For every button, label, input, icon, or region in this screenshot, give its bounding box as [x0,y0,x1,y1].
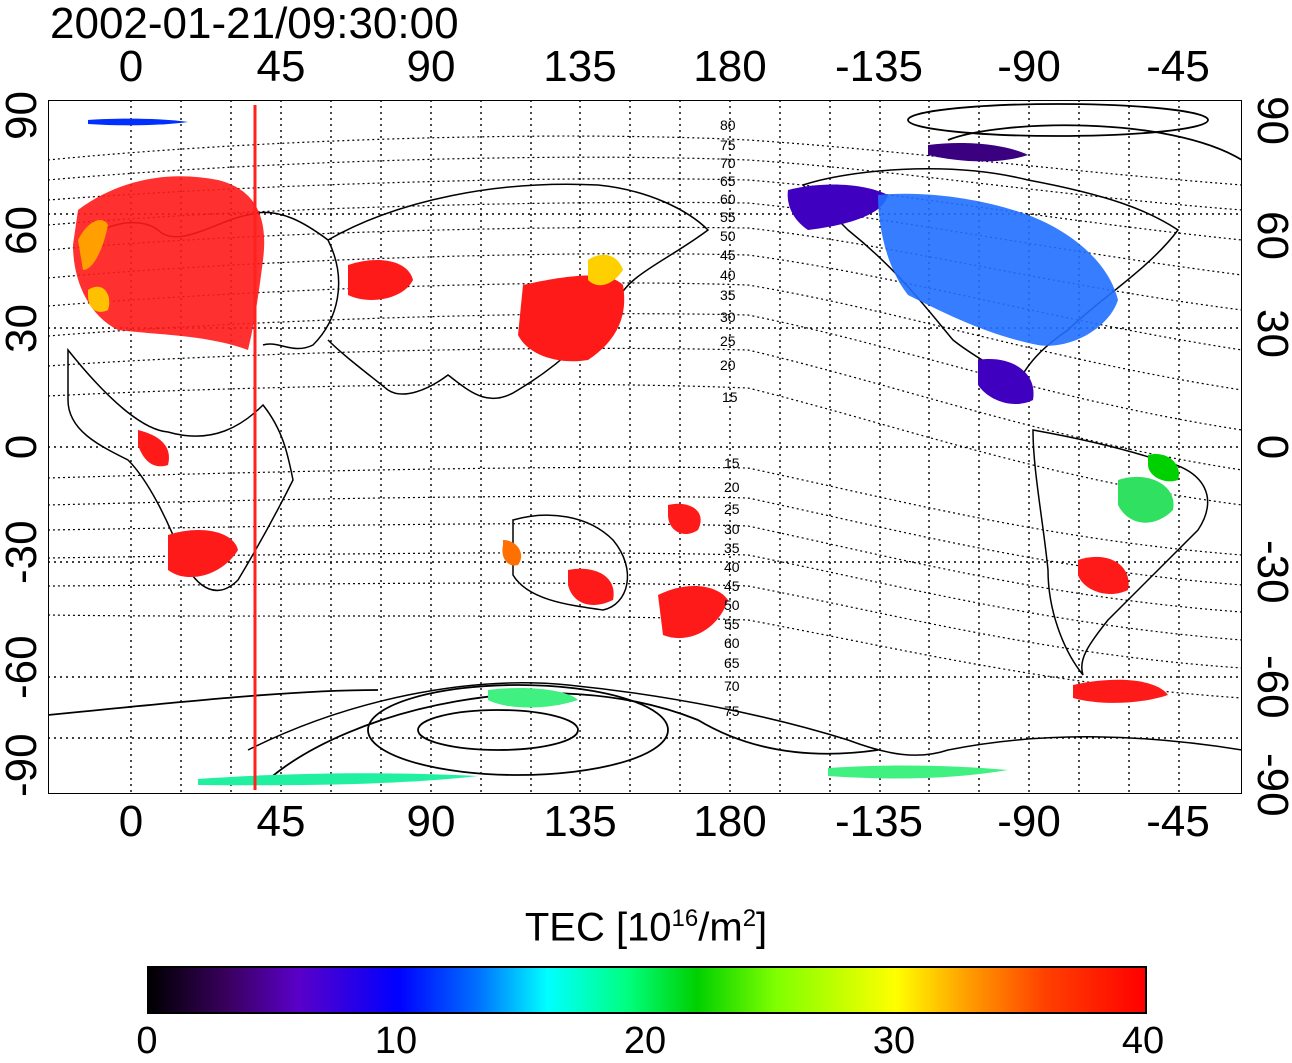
lon-label-bottom: 90 [406,797,456,846]
colorbar-tick: 30 [872,1020,916,1062]
contour-label: 65 [720,173,736,189]
contour-label: 55 [724,616,740,632]
lat-label-left: -90 [0,733,46,797]
contour-label: 35 [724,540,740,556]
contour-label: 75 [724,703,740,719]
contour-label: 55 [720,209,736,225]
lat-label-right: 60 [1248,211,1292,260]
timestamp: 2002-01-21/09:30:00 [50,0,459,48]
lat-label-right: -60 [1248,655,1292,719]
lon-label-top: 0 [118,42,144,91]
colorbar-tick: 20 [623,1020,667,1062]
lon-label-bottom: 45 [256,797,306,846]
lon-label-top: 180 [693,42,767,91]
contour-label: 65 [724,655,740,671]
lon-label-top: 135 [543,42,617,91]
contour-label: 60 [724,635,740,651]
contour-label: 60 [720,191,736,207]
tec-world-map: 80 75 70 65 60 55 50 45 40 35 30 25 20 1… [48,100,1242,794]
contour-label: 40 [720,267,736,283]
contour-label: 45 [720,247,736,263]
lon-label-bottom: 0 [118,797,144,846]
lat-label-right: -90 [1248,753,1292,817]
contour-label: 30 [724,521,740,537]
contour-label: 50 [720,228,736,244]
contour-label: 25 [724,501,740,517]
contour-label: 45 [724,578,740,594]
contour-label: 20 [724,479,740,495]
contour-label: 25 [720,333,736,349]
contour-label: 40 [724,559,740,575]
contour-label: 70 [724,678,740,694]
lat-label-left: -60 [0,635,46,699]
lat-label-left: -30 [0,520,46,584]
lat-label-left: 60 [0,206,46,255]
lon-label-bottom: -90 [997,797,1061,846]
lon-label-top: -45 [1146,42,1210,91]
lon-label-bottom: 180 [693,797,767,846]
lon-label-top: 45 [256,42,306,91]
colorbar-tick: 40 [1121,1020,1165,1062]
lon-label-top: -90 [997,42,1061,91]
lat-label-right: 0 [1247,425,1292,469]
contour-label: 20 [720,357,736,373]
polar-contours [48,103,1242,781]
colorbar-title: TEC [1016/m2] [524,905,768,950]
lat-label-right: -30 [1248,540,1292,604]
lon-label-bottom: 135 [543,797,617,846]
contour-label: 15 [724,455,740,471]
contour-label: 35 [720,287,736,303]
lat-label-right: 30 [1248,309,1292,358]
lat-label-right: 90 [1248,96,1292,145]
contour-label: 30 [720,309,736,325]
tec-colorbar [147,966,1147,1014]
lat-label-left: 30 [0,304,46,353]
lon-label-bottom: -45 [1146,797,1210,846]
lon-label-top: 90 [406,42,456,91]
contour-label: 70 [720,155,736,171]
lon-label-bottom: -135 [834,797,924,846]
colorbar-tick: 0 [136,1020,158,1062]
tec-patches [73,118,1179,786]
contour-label: 75 [720,137,736,153]
colorbar-tick: 10 [374,1020,418,1062]
contour-label: 80 [720,117,736,133]
contour-label: 50 [724,597,740,613]
contour-label: 15 [722,389,738,405]
lon-label-top: -135 [834,42,924,91]
lat-label-left: 0 [0,434,46,460]
lat-label-left: 90 [0,91,46,140]
